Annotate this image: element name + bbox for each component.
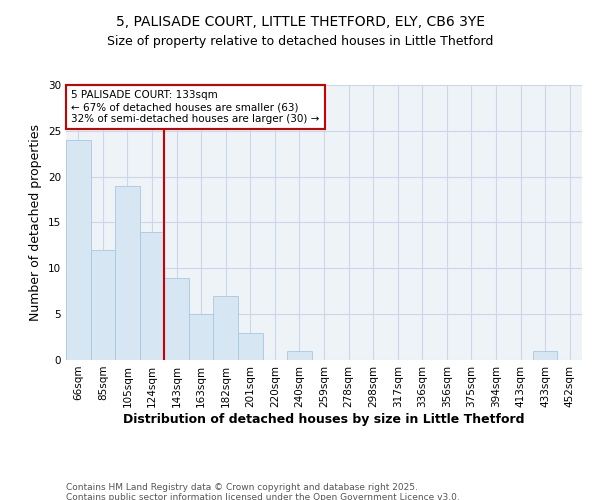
Bar xyxy=(66,140,91,360)
Y-axis label: Number of detached properties: Number of detached properties xyxy=(29,124,43,321)
Bar xyxy=(115,186,140,360)
Bar xyxy=(533,351,557,360)
Bar xyxy=(164,278,189,360)
Bar xyxy=(214,296,238,360)
Bar xyxy=(238,332,263,360)
Text: Contains HM Land Registry data © Crown copyright and database right 2025.
Contai: Contains HM Land Registry data © Crown c… xyxy=(66,482,460,500)
Bar xyxy=(140,232,164,360)
Bar xyxy=(91,250,115,360)
Bar xyxy=(189,314,214,360)
X-axis label: Distribution of detached houses by size in Little Thetford: Distribution of detached houses by size … xyxy=(123,412,525,426)
Text: 5, PALISADE COURT, LITTLE THETFORD, ELY, CB6 3YE: 5, PALISADE COURT, LITTLE THETFORD, ELY,… xyxy=(115,15,485,29)
Text: 5 PALISADE COURT: 133sqm
← 67% of detached houses are smaller (63)
32% of semi-d: 5 PALISADE COURT: 133sqm ← 67% of detach… xyxy=(71,90,320,124)
Bar xyxy=(287,351,312,360)
Text: Size of property relative to detached houses in Little Thetford: Size of property relative to detached ho… xyxy=(107,35,493,48)
